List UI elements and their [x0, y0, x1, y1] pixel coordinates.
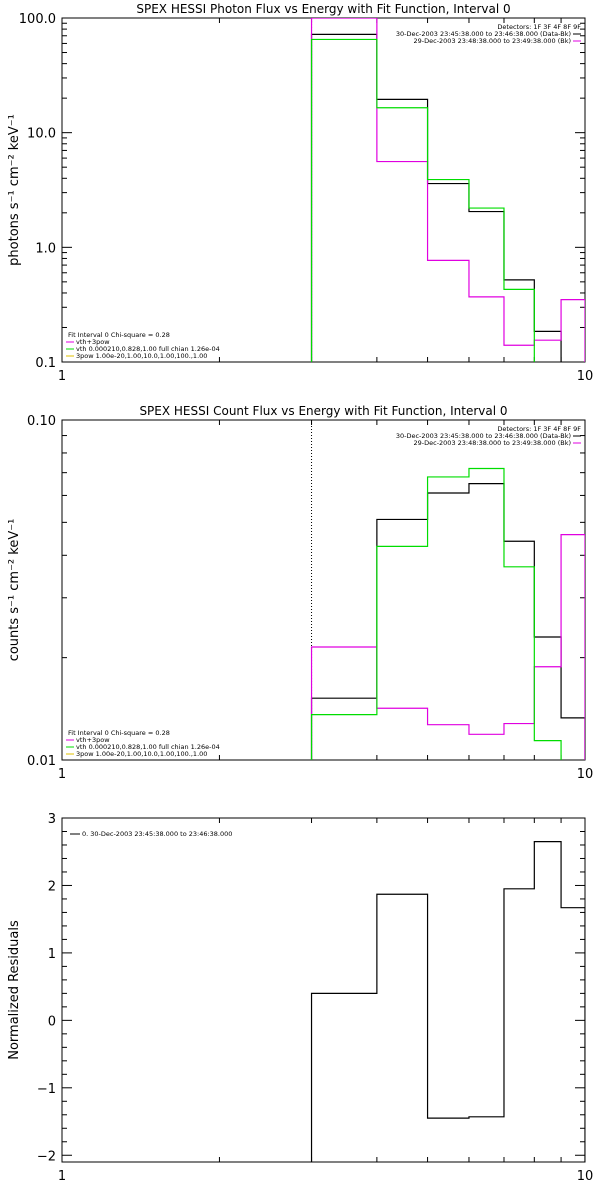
series-1 [310, 483, 585, 760]
chart-panel-2: SPEX HESSI Count Flux vs Energy with Fit… [7, 404, 594, 782]
x-axis-ticks [61, 18, 586, 362]
legend-entry: 30-Dec-2003 23:45:38.000 to 23:46:38.000… [396, 30, 571, 38]
y-axis-label: counts s⁻¹ cm⁻² keV⁻¹ [7, 519, 22, 662]
series-step-line [310, 33, 562, 362]
series-1 [310, 33, 562, 362]
chart-panel-3: 1 10 −2 −1 0 1 2 3 Normalized Residuals 0. 30-Dec… [7, 812, 593, 1184]
y-axis-ticks [62, 419, 585, 761]
plot-frame [61, 817, 586, 1163]
legend-entry: Detectors: 1F 3F 4F 8F 9F [497, 23, 581, 31]
y-axis-label: Normalized Residuals [7, 920, 22, 1060]
series-step-line [310, 534, 585, 760]
legend-entry: vth+3pow [76, 338, 110, 346]
y-tick-label: −1 [37, 1082, 56, 1097]
x-axis-ticks [61, 420, 586, 760]
y-tick-label: 100.0 [19, 12, 56, 27]
x-tick-label: 10 [577, 1169, 594, 1184]
legend-entry: Fit Interval 0 Chi-square = 0.28 [68, 729, 170, 737]
legend-entry: 29-Dec-2003 23:48:38.000 to 23:49:38.000… [414, 439, 572, 447]
x-tick-label: 1 [58, 369, 66, 384]
legend-entry: 3pow 1.00e-20,1.00,10.0,1.00,100.,1.00 [76, 352, 207, 360]
legend-entry: vth+3pow [76, 736, 110, 744]
legend-top-left: 0. 30-Dec-2003 23:45:38.000 to 23:46:38.… [70, 830, 232, 838]
y-tick-label: 0.10 [27, 414, 56, 429]
x-tick-label: 1 [58, 1169, 66, 1184]
series-2 [310, 534, 585, 760]
y-tick-label: −2 [37, 1149, 56, 1164]
legend-entry: vth 0.000210,0.828,1.00 full chian 1.26e… [76, 345, 220, 353]
legend-bottom-left: Fit Interval 0 Chi-square = 0.28vth+3pow… [66, 331, 220, 360]
legend-entry: Detectors: 1F 3F 4F 8F 9F [497, 425, 581, 433]
y-tick-label: 1 [48, 947, 56, 962]
series-step-line [310, 38, 535, 362]
x-axis-ticks [61, 818, 586, 1162]
y-axis-label: photons s⁻¹ cm⁻² keV⁻¹ [7, 114, 22, 266]
legend-entry: 0. 30-Dec-2003 23:45:38.000 to 23:46:38.… [82, 830, 232, 838]
y-tick-label: 0.1 [35, 356, 56, 371]
y-tick-label: 1.0 [35, 241, 56, 256]
series-3 [310, 38, 535, 362]
x-tick-label: 10 [577, 369, 594, 384]
x-tick-label: 10 [577, 767, 594, 782]
y-tick-label: 2 [48, 879, 56, 894]
chart-title: SPEX HESSI Photon Flux vs Energy with Fi… [136, 2, 510, 16]
series-1 [310, 841, 585, 1162]
series-3 [310, 467, 562, 760]
legend-bottom-left: Fit Interval 0 Chi-square = 0.28vth+3pow… [66, 729, 220, 758]
y-tick-label: 0.01 [27, 754, 56, 769]
y-axis-ticks [62, 817, 585, 1156]
series-step-line [310, 483, 585, 760]
legend-entry: 3pow 1.00e-20,1.00,10.0,1.00,100.,1.00 [76, 750, 207, 758]
y-tick-label: 10.0 [27, 127, 56, 142]
series-step-line [310, 841, 585, 1162]
legend-entry: 29-Dec-2003 23:48:38.000 to 23:49:38.000… [414, 37, 572, 45]
legend-entry: vth 0.000210,0.828,1.00 full chian 1.26e… [76, 743, 220, 751]
x-tick-label: 1 [58, 767, 66, 782]
y-tick-label: 3 [48, 812, 56, 827]
series-step-line [310, 18, 585, 362]
chart-panel-1: SPEX HESSI Photon Flux vs Energy with Fi… [7, 2, 593, 384]
legend-entry: Fit Interval 0 Chi-square = 0.28 [68, 331, 170, 339]
series-2 [310, 18, 585, 362]
y-axis-ticks [62, 17, 585, 363]
series-step-line [310, 467, 562, 760]
plot-frame [61, 17, 586, 363]
chart-title: SPEX HESSI Count Flux vs Energy with Fit… [139, 404, 507, 418]
legend-entry: 30-Dec-2003 23:45:38.000 to 23:46:38.000… [396, 432, 571, 440]
plot-frame [61, 419, 586, 761]
y-tick-label: 0 [48, 1014, 56, 1029]
